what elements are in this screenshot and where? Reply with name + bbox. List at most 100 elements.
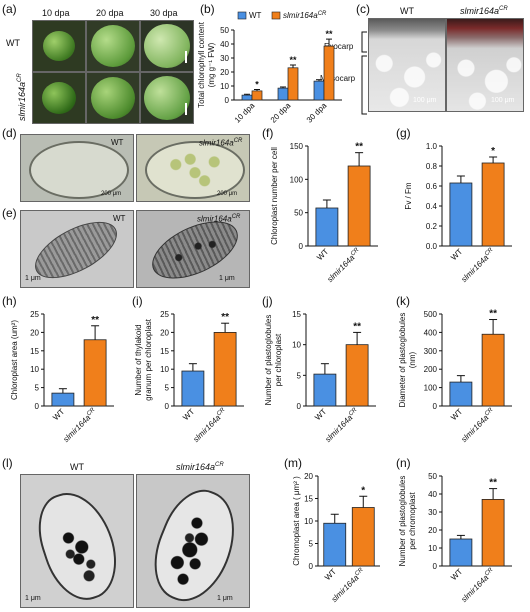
bar xyxy=(315,207,339,247)
e-mut-label: slmir164aCR xyxy=(197,214,240,224)
chart-n-plastoglobules-per-chromoplast: 0 10 20 30 40 50 Number of plastoglobules per c… xyxy=(398,472,512,604)
significance-label: * xyxy=(361,485,365,496)
y-tick-label: 15 xyxy=(30,347,39,356)
y-axis-label: Number of plastoglobules xyxy=(264,315,273,406)
bar xyxy=(181,370,205,407)
significance-label: * xyxy=(491,146,495,157)
x-tick-label-sup: CR xyxy=(348,407,359,418)
y-axis-label: Chloroplast area (um²) xyxy=(10,320,19,400)
photo-c-wt: 100 μm xyxy=(368,18,446,112)
photo-a-wt-10 xyxy=(32,20,86,72)
e-scale-text-2: 1 μm xyxy=(219,275,235,282)
bar xyxy=(481,162,505,247)
y-tick-label: 0.0 xyxy=(426,242,438,251)
y-tick-label: 15 xyxy=(292,310,301,319)
panel-label-g: (g) xyxy=(396,126,411,140)
bar xyxy=(481,499,505,567)
row-label-mut-text: slmir164a xyxy=(17,81,27,121)
l-mut-sup: CR xyxy=(215,462,224,468)
bar xyxy=(213,332,237,407)
panel-label-c: (c) xyxy=(356,2,370,16)
significance-label: ** xyxy=(221,312,229,323)
y-tick-label: 500 xyxy=(424,310,438,319)
y-tick-label: 25 xyxy=(160,310,169,319)
panel-label-j: (j) xyxy=(262,294,273,308)
y-tick-label: 20 xyxy=(160,328,169,337)
y-tick-label: 0 xyxy=(309,562,314,571)
cell-outline xyxy=(29,141,129,199)
x-tick-label-sup: CR xyxy=(484,407,495,418)
significance-label: ** xyxy=(353,321,361,332)
y-axis-label: Fv / Fm xyxy=(404,182,413,209)
y-tick-label: 400 xyxy=(424,328,438,337)
y-tick-label: 5 xyxy=(309,540,314,549)
e-mut-sup: CR xyxy=(231,214,241,220)
panel-label-l: (l) xyxy=(2,456,13,470)
y-tick-label: 200 xyxy=(424,365,438,374)
c-mut-label: slmir164aCR xyxy=(460,6,508,16)
d-scale-text-2: 200 μm xyxy=(217,191,238,197)
chart-h-chloroplast-area: 0 5 10 15 20 25 Chloroplast area (um²) WT ** slmi… xyxy=(10,310,114,444)
x-tick-label: 10 dpa xyxy=(233,101,257,124)
y-tick-label: 0.4 xyxy=(426,202,438,211)
y-tick-label: 5 xyxy=(35,384,40,393)
cell-texture xyxy=(447,45,523,111)
y-tick-label: 0.2 xyxy=(426,222,438,231)
legend-label-mut-sup: CR xyxy=(318,11,327,17)
e-scale-text: 1 μm xyxy=(25,275,41,282)
bar xyxy=(345,344,369,407)
y-tick-label: 10 xyxy=(220,82,229,91)
photo-a-wt-20 xyxy=(86,20,140,72)
col-label-20dpa: 20 dpa xyxy=(96,8,124,18)
significance-label: ** xyxy=(489,478,497,489)
chart-j-plastoglobules-number: 0 5 10 15 Number of plastoglobules per chloro… xyxy=(264,310,376,444)
chromoplast xyxy=(27,482,129,607)
panel-label-m: (m) xyxy=(284,456,302,470)
x-tick-label: WT xyxy=(51,407,66,422)
y-tick-label: 0.6 xyxy=(426,182,438,191)
x-tick-label-sup: CR xyxy=(484,567,495,578)
x-tick-label: WT xyxy=(449,407,464,422)
tissue-brackets xyxy=(361,31,367,115)
c-mut-text: slmir164a xyxy=(460,6,500,16)
tomato-fruit xyxy=(91,25,135,67)
photo-l-wt: 1 μm xyxy=(20,474,134,608)
col-label-30dpa: 30 dpa xyxy=(150,8,178,18)
y-tick-label: 0 xyxy=(299,242,304,251)
y-tick-label: 15 xyxy=(160,347,169,356)
y-tick-label: 0 xyxy=(297,402,302,411)
legend-swatch-mut xyxy=(271,11,281,20)
e-wt-label: WT xyxy=(113,214,126,223)
cell-texture xyxy=(369,43,445,111)
y-tick-label: 0 xyxy=(35,402,40,411)
bar xyxy=(347,165,371,247)
y-tick-label: 30 xyxy=(428,508,437,517)
d-mut-text: slmir164a xyxy=(199,138,234,148)
d-mut-sup: CR xyxy=(233,138,243,144)
bar xyxy=(241,94,253,101)
photo-a-wt-30 xyxy=(140,20,194,72)
panel-label-i: (i) xyxy=(132,294,143,308)
photo-d-wt: WT 200 μm xyxy=(20,134,134,202)
bar xyxy=(313,373,337,407)
x-tick-label-sup: CR xyxy=(354,567,365,578)
y-tick-label: 5 xyxy=(165,384,170,393)
tomato-fruit xyxy=(43,31,75,61)
x-tick-label: slmir164aCR xyxy=(323,407,360,444)
y-tick-label: 10 xyxy=(292,341,301,350)
y-tick-label: 100 xyxy=(424,384,438,393)
tomato-fruit xyxy=(91,77,135,119)
y-axis-label: Chloroplast number per cell xyxy=(270,147,279,245)
c-mut-sup: CR xyxy=(499,6,508,12)
x-tick-label: WT xyxy=(323,567,338,582)
x-tick-label: slmir164aCR xyxy=(61,407,98,444)
panel-label-k: (k) xyxy=(396,294,410,308)
bar xyxy=(251,90,263,101)
x-tick-label-sup: CR xyxy=(350,247,361,258)
chart-b-chlorophyll: 0 10 20 30 40 50 Total chlorophyll content (mg … xyxy=(197,11,342,124)
panel-label-n: (n) xyxy=(396,456,411,470)
x-tick-label: WT xyxy=(313,407,328,422)
bar xyxy=(323,522,347,567)
x-tick-label: WT xyxy=(449,567,464,582)
